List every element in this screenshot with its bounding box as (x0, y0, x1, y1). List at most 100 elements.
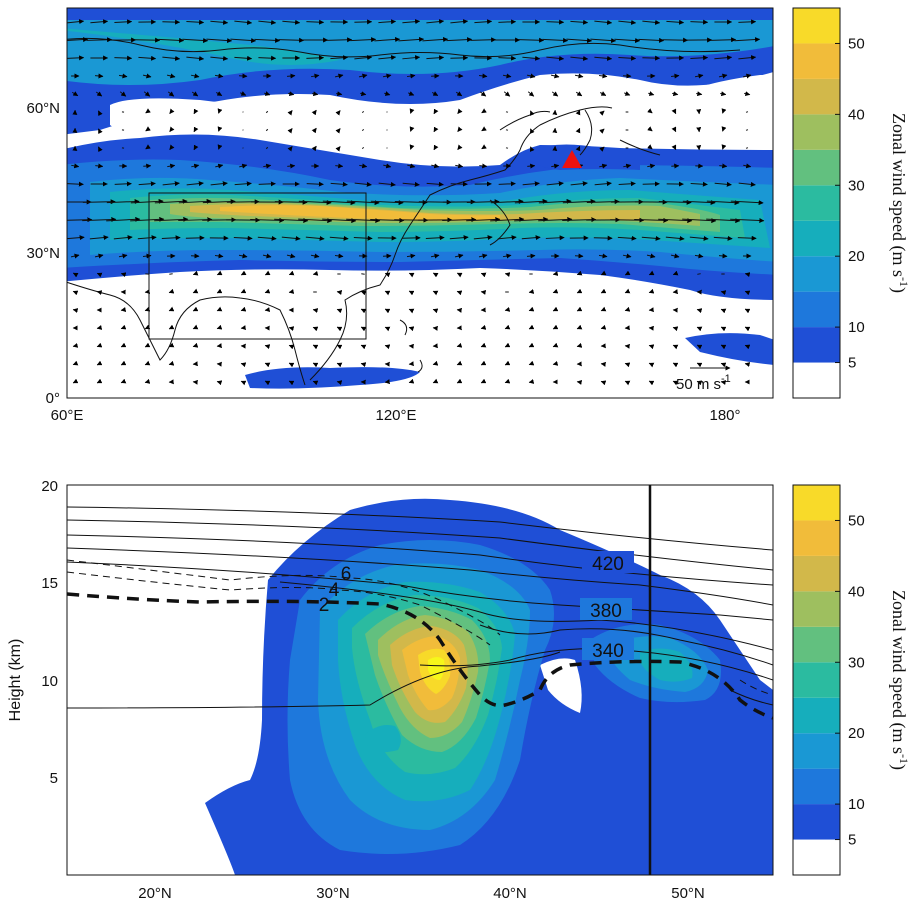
wind-vector (672, 289, 679, 295)
wind-vector (721, 108, 727, 114)
colorbar-frame (792, 484, 841, 876)
wind-vector (71, 91, 79, 97)
wind-vector (310, 253, 320, 259)
wind-vector (216, 288, 223, 294)
wind-vector (719, 163, 728, 169)
wind-vector (526, 253, 536, 259)
wind-vector (186, 55, 205, 61)
wind-vector (594, 19, 613, 25)
pv-label-2: 2 (319, 595, 330, 616)
wind-vector (446, 37, 473, 43)
wind-vector (426, 181, 444, 187)
wind-vector (514, 216, 549, 222)
wind-vector (408, 326, 415, 332)
wind-vector (647, 163, 656, 169)
wind-vector (274, 218, 309, 224)
wind-vector (647, 108, 653, 114)
wind-vector (215, 163, 224, 169)
wind-vector (456, 360, 463, 366)
wind-vector (144, 342, 151, 348)
wind-vector (454, 253, 464, 259)
wind-vector (689, 235, 709, 241)
wind-vector (374, 36, 401, 42)
wind-vector (186, 19, 205, 25)
wind-vector (336, 326, 343, 332)
wind-vector (384, 290, 391, 296)
wind-vector (600, 361, 607, 367)
wind-vector (720, 362, 727, 368)
map-x-tick: 120°E (375, 407, 416, 424)
wind-vector (182, 38, 209, 44)
wind-vector (210, 19, 229, 25)
wind-vector (672, 380, 679, 386)
wind-vector (671, 108, 677, 115)
map-y-tick: 0° (46, 390, 60, 407)
colorbar-tick-label: 30 (848, 654, 865, 671)
wind-vector (335, 128, 341, 134)
wind-vector (120, 378, 127, 384)
wind-vector (120, 342, 127, 348)
wind-vector (474, 19, 493, 25)
wind-vector (161, 235, 181, 241)
map-panel: 50 m s-1 60°E 120°E 180° 0° 30°N 60°N (26, 7, 774, 424)
wind-vector (527, 91, 535, 97)
wind-vector (402, 19, 421, 25)
wind-vector (481, 126, 487, 132)
wind-vector (239, 163, 248, 169)
wind-vector (480, 378, 487, 384)
wind-vector (98, 128, 103, 135)
cs-y-tick: 15 (41, 575, 58, 592)
wind-vector (361, 128, 365, 132)
wind-vector (382, 253, 392, 259)
wind-vector (598, 253, 608, 259)
theta-label-340: 340 (592, 641, 624, 662)
wind-vector (744, 91, 751, 97)
wind-vector (478, 253, 488, 259)
wind-vector (144, 360, 151, 366)
wind-vector (361, 273, 365, 275)
wind-vector (694, 73, 704, 79)
cs-y-ticks: 5 10 15 20 (41, 478, 58, 787)
wind-vector (696, 308, 703, 314)
colorbar-segment (793, 697, 840, 734)
wind-vector (457, 126, 463, 132)
wind-vector (624, 288, 631, 294)
wind-vector (216, 270, 223, 276)
wind-vector (138, 181, 156, 187)
wind-vector (409, 126, 415, 132)
wind-vector (706, 200, 740, 206)
wind-vector (521, 235, 541, 241)
wind-vector (178, 198, 212, 204)
wind-vector (287, 163, 296, 169)
wind-vector (745, 129, 749, 131)
cs-y-tick: 20 (41, 478, 58, 495)
theta-contours (67, 506, 773, 709)
wind-vector (670, 253, 680, 259)
wind-vector (217, 108, 223, 114)
wind-vector (378, 181, 396, 187)
wind-vector (144, 306, 151, 312)
wind-vector (694, 253, 704, 259)
wind-vector (288, 270, 295, 276)
wind-vector (306, 55, 325, 61)
wind-vector (528, 342, 535, 348)
wind-vector (265, 110, 269, 114)
wind-vector (142, 253, 152, 259)
wind-vector (210, 55, 229, 61)
wind-vector (720, 290, 727, 296)
wind-vector (542, 37, 569, 43)
wind-vector (191, 91, 199, 97)
wind-vector (552, 270, 559, 276)
wind-vector (288, 344, 295, 350)
wind-vector (442, 217, 477, 223)
wind-vector (360, 362, 367, 368)
wind-vector (450, 19, 469, 25)
wind-vector (672, 344, 679, 350)
colorbar-segment (793, 768, 840, 805)
wind-vector (690, 55, 709, 61)
wind-vector (145, 144, 151, 150)
wind-vector (311, 145, 317, 152)
wind-vector (202, 199, 236, 205)
cross-section-panel: 420 380 340 2 4 6 20°N 30°N 40°N 50°N 5 … (7, 478, 774, 902)
